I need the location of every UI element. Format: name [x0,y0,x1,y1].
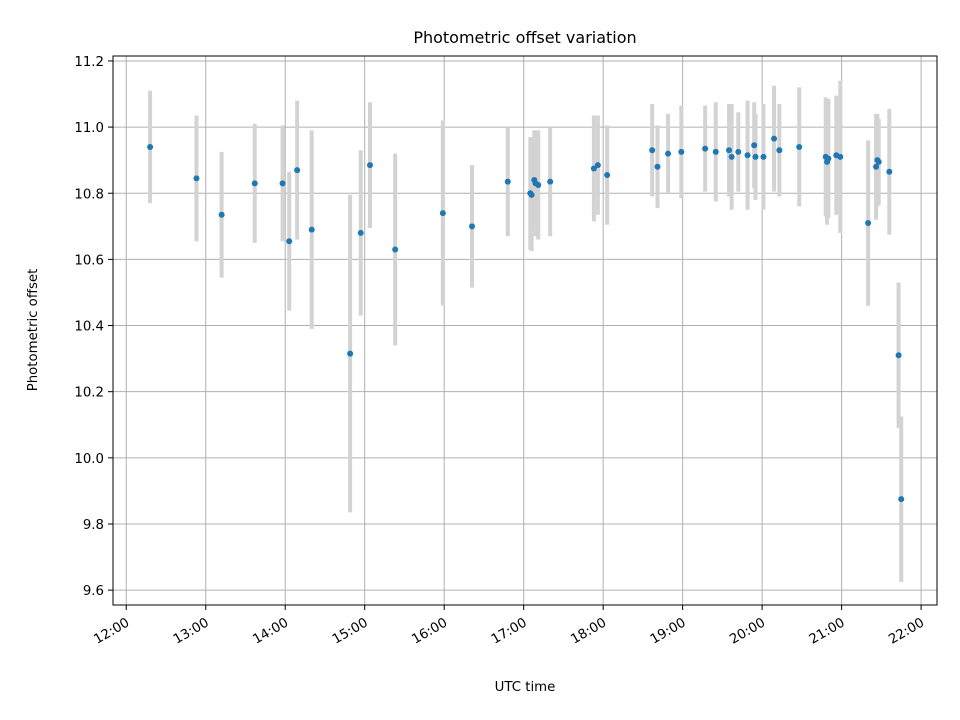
x-tick-label: 16:00 [409,615,450,647]
data-point [665,150,672,157]
data-point [702,145,709,152]
y-tick-label: 9.6 [83,584,104,599]
data-point [218,211,225,218]
data-point [504,178,511,185]
data-point [590,165,597,172]
data-point [837,153,844,160]
plot-frame [112,55,938,606]
data-point [439,210,446,217]
data-point [193,175,200,182]
y-tick-label: 10.2 [74,386,104,401]
x-tick-label: 12:00 [92,615,133,647]
data-point [286,238,293,245]
data-point [469,223,476,230]
data-point [392,246,399,253]
data-point [744,152,751,159]
data-point [367,162,374,169]
data-point [796,143,803,150]
y-tick-label: 10.6 [74,253,104,268]
data-point [728,153,735,160]
data-point [751,142,758,149]
x-tick-label: 13:00 [171,615,212,647]
data-point [294,167,301,174]
x-tick-label: 22:00 [886,615,927,647]
data-point [528,191,535,198]
data-point [752,153,759,160]
data-point [776,147,783,154]
data-point [594,162,601,169]
y-tick-label: 9.8 [83,518,104,533]
chart-title: Photometric offset variation [413,28,636,47]
grid-lines [113,56,937,605]
data-point [735,148,742,155]
data-points [147,135,905,503]
data-point [147,143,154,150]
x-tick-label: 17:00 [489,615,530,647]
data-point [873,163,880,170]
y-axis-label: Photometric offset [26,269,41,392]
data-point [604,172,611,179]
y-tick-label: 10.0 [74,452,104,467]
data-point [357,229,364,236]
data-point [760,153,767,160]
x-tick-label: 18:00 [568,615,609,647]
error-bars [148,80,904,582]
data-point [649,147,656,154]
data-point [712,148,719,155]
data-point [535,181,542,188]
data-point [547,178,554,185]
y-tick-label: 10.4 [74,320,104,335]
data-point [251,180,258,187]
x-tick-label: 21:00 [807,615,848,647]
data-point [886,168,893,175]
data-point [308,226,315,233]
data-point [654,163,661,170]
data-point [347,350,354,357]
data-point [771,135,778,142]
data-point [279,180,286,187]
data-point [875,158,882,165]
x-tick-label: 15:00 [330,615,371,647]
y-tick-label: 11.0 [74,121,104,136]
x-tick-label: 19:00 [648,615,689,647]
x-axis-label: UTC time [495,680,556,695]
data-point [895,352,902,359]
data-point [678,148,685,155]
x-tick-label: 14:00 [251,615,292,647]
x-tick-label: 20:00 [727,615,768,647]
data-point [825,155,832,162]
data-point [865,220,872,227]
y-axis-ticks: 9.6 9.8 10.0 10.2 10.4 10.6 10.8 11.0 11.2 [74,55,113,599]
data-point [898,496,905,503]
data-point [726,147,733,154]
y-tick-label: 10.8 [74,187,104,202]
x-axis-ticks: 12:00 13:00 14:00 15:00 16:00 17:00 18:00 19:00… [92,605,927,648]
y-tick-label: 11.2 [74,55,104,70]
